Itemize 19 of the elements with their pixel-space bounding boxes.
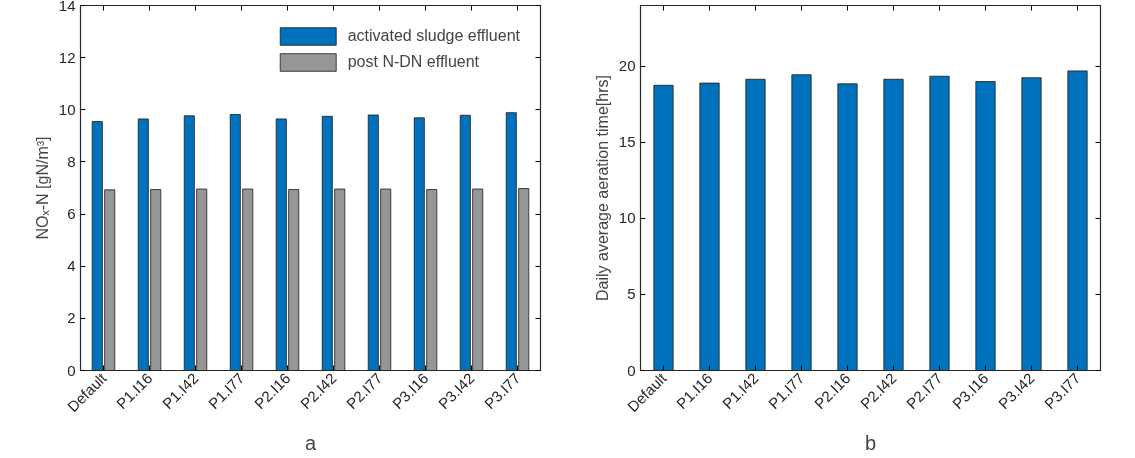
y-axis-title: NOₓ-N [gN/m³] <box>33 136 51 240</box>
y-tick-label: 12 <box>58 48 76 66</box>
y-axis-title: Daily average aeration time[hrs] <box>593 75 611 301</box>
y-tick-label: 4 <box>67 257 76 275</box>
y-tick-label: 6 <box>67 205 76 223</box>
y-tick-label: 15 <box>618 133 636 151</box>
y-tick-label: 14 <box>58 0 76 14</box>
text: a <box>304 431 317 454</box>
legend-label: post N-DN effluent <box>347 53 480 71</box>
y-tick-label: 10 <box>58 100 76 118</box>
y-tick-label: 20 <box>618 57 636 75</box>
legend-label: activated sludge effluent <box>347 27 520 45</box>
y-tick-label: 8 <box>67 152 76 170</box>
y-tick-label: 0 <box>627 361 636 379</box>
y-tick-label: 0 <box>67 361 76 379</box>
y-tick-label: 10 <box>618 209 636 227</box>
y-tick-label: 5 <box>627 285 636 303</box>
text: b <box>864 431 877 454</box>
y-tick-label: 2 <box>67 309 76 327</box>
